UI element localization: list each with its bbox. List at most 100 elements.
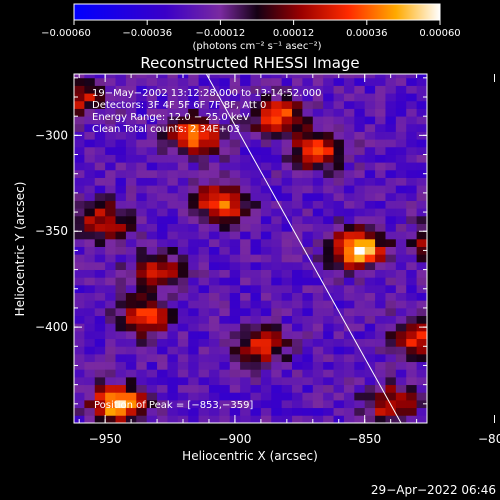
heatmap-cell (125, 231, 137, 240)
heatmap-cell (323, 384, 334, 393)
heatmap-cell (343, 277, 355, 286)
heatmap-cell (157, 108, 168, 117)
heatmap-cell (271, 74, 283, 79)
heatmap-cell (105, 185, 116, 194)
heatmap-cell (208, 315, 220, 324)
heatmap-cell (281, 261, 293, 270)
heatmap-cell (74, 284, 85, 294)
heatmap-cell (188, 399, 199, 409)
heatmap-cell (146, 376, 158, 386)
heatmap-cell (395, 238, 407, 247)
heatmap-cell (157, 315, 168, 324)
heatmap-cell (219, 77, 231, 86)
heatmap-cell (354, 338, 366, 347)
heatmap-cell (271, 154, 283, 163)
heatmap-cell (364, 407, 376, 416)
heatmap-cell (343, 200, 355, 209)
heatmap-cell (250, 292, 262, 301)
heatmap-cell (105, 415, 116, 423)
heatmap-cell (125, 369, 137, 378)
heatmap-cell (115, 93, 127, 102)
heatmap-cell (84, 154, 96, 163)
heatmap-cell (167, 399, 179, 409)
heatmap-cell (271, 100, 283, 109)
heatmap-cell (395, 231, 407, 240)
heatmap-cell (136, 100, 148, 109)
heatmap-cell (312, 407, 324, 416)
heatmap-cell (312, 177, 324, 186)
heatmap-cell (250, 192, 262, 201)
heatmap-cell (343, 108, 355, 117)
heatmap-cell (198, 215, 210, 224)
heatmap-cell (74, 407, 85, 416)
heatmap-cell (385, 200, 397, 209)
heatmap-cell (136, 392, 148, 401)
heatmap-cell (208, 139, 220, 148)
heatmap-cell (302, 369, 314, 378)
heatmap-cell (240, 330, 251, 340)
heatmap-cell (84, 261, 96, 270)
heatmap-cell (188, 123, 199, 132)
heatmap-cell (167, 269, 179, 278)
heatmap-cell (177, 269, 189, 278)
heatmap-cell (406, 330, 418, 340)
heatmap-cell (271, 384, 283, 393)
heatmap-cell (240, 85, 251, 94)
heatmap-cell (364, 139, 376, 148)
heatmap-cell (260, 223, 272, 232)
heatmap-cell (395, 261, 407, 270)
heatmap-cell (105, 215, 116, 224)
colorbar-tick-label: 0.00012 (273, 28, 314, 39)
heatmap-cell (208, 399, 220, 409)
heatmap-cell (115, 300, 127, 309)
heatmap-cell (250, 123, 262, 132)
heatmap-cell (260, 376, 272, 386)
heatmap-cell (115, 254, 127, 263)
heatmap-cell (385, 292, 397, 301)
heatmap-cell (281, 177, 293, 186)
heatmap-cell (281, 269, 293, 278)
heatmap-cell (302, 361, 314, 370)
heatmap-cell (146, 415, 158, 423)
heatmap-cell (136, 323, 148, 332)
heatmap-cell (333, 384, 345, 393)
heatmap-cell (281, 116, 293, 125)
heatmap-cell (292, 169, 303, 178)
heatmap-cell (94, 277, 106, 286)
heatmap-cell (375, 261, 386, 270)
heatmap-cell (375, 277, 386, 286)
heatmap-cell (105, 200, 116, 209)
heatmap-cell (84, 215, 96, 224)
heatmap-cell (292, 330, 303, 340)
heatmap-cell (323, 131, 334, 140)
heatmap-cell (292, 208, 303, 217)
heatmap-cell (333, 392, 345, 401)
annotation-time: 19−May−2002 13:12:28.000 to 13:14:52.000 (92, 88, 322, 99)
heatmap-cell (375, 93, 386, 102)
heatmap-cell (271, 284, 283, 294)
heatmap-cell (292, 269, 303, 278)
heatmap-cell (177, 77, 189, 86)
heatmap-cell (375, 131, 386, 140)
heatmap-cell (208, 300, 220, 309)
heatmap-cell (208, 85, 220, 94)
heatmap-cell (343, 415, 355, 423)
heatmap-cell (271, 307, 283, 317)
heatmap-cell (250, 74, 262, 79)
heatmap-cell (395, 346, 407, 355)
heatmap-cell (198, 300, 210, 309)
heatmap-cell (84, 123, 96, 132)
heatmap-cell (84, 85, 96, 94)
heatmap-cell (395, 399, 407, 409)
heatmap-cell (260, 131, 272, 140)
heatmap-cell (416, 139, 427, 148)
heatmap-cell (177, 200, 189, 209)
heatmap-cell (84, 392, 96, 401)
heatmap-cell (229, 261, 241, 270)
heatmap-cell (177, 108, 189, 117)
heatmap-cell (146, 399, 158, 409)
heatmap-cell (177, 139, 189, 148)
heatmap-cell (125, 223, 137, 232)
heatmap-cell (125, 338, 137, 347)
heatmap-cell (250, 307, 262, 317)
